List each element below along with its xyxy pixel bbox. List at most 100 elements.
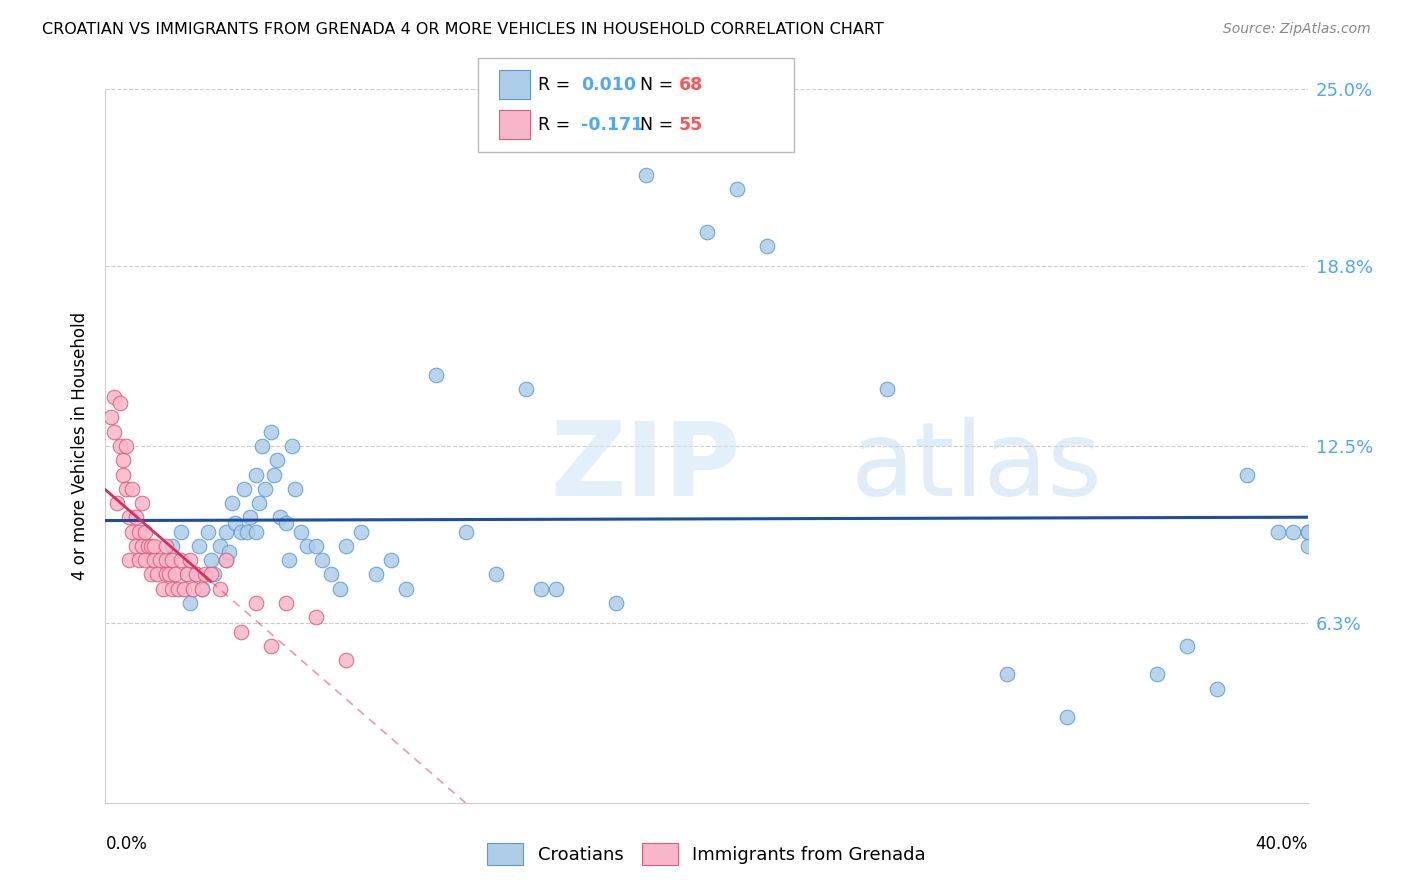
- Point: [245, 524, 267, 539]
- Point: [115, 439, 138, 453]
- Point: [232, 482, 254, 496]
- Point: [221, 496, 243, 510]
- Point: [245, 596, 267, 610]
- Point: [115, 482, 138, 496]
- Point: [121, 482, 143, 496]
- Point: [131, 539, 153, 553]
- Text: 0.010: 0.010: [581, 77, 636, 95]
- Text: 0.0%: 0.0%: [105, 835, 148, 853]
- Point: [295, 539, 318, 553]
- Text: -0.171: -0.171: [581, 116, 643, 134]
- Point: [200, 567, 222, 582]
- Point: [107, 496, 129, 510]
- Point: [1296, 524, 1319, 539]
- Point: [136, 539, 159, 553]
- Point: [725, 182, 748, 196]
- Point: [515, 382, 537, 396]
- Point: [277, 553, 299, 567]
- Point: [1296, 524, 1319, 539]
- Point: [100, 410, 122, 425]
- Point: [546, 582, 568, 596]
- Point: [155, 539, 177, 553]
- Point: [1281, 524, 1303, 539]
- Point: [128, 553, 150, 567]
- Point: [190, 582, 212, 596]
- Point: [184, 567, 207, 582]
- Point: [364, 567, 387, 582]
- Point: [103, 391, 125, 405]
- Point: [124, 539, 146, 553]
- Point: [305, 610, 328, 624]
- Point: [1296, 539, 1319, 553]
- Point: [142, 553, 165, 567]
- Point: [1236, 467, 1258, 482]
- Point: [1206, 681, 1229, 696]
- Point: [200, 553, 222, 567]
- Point: [179, 596, 201, 610]
- Point: [636, 168, 658, 182]
- Point: [214, 553, 236, 567]
- Point: [173, 582, 195, 596]
- Text: N =: N =: [640, 116, 679, 134]
- Point: [202, 567, 225, 582]
- Point: [169, 553, 191, 567]
- Point: [131, 496, 153, 510]
- Point: [235, 524, 257, 539]
- Point: [395, 582, 418, 596]
- Point: [163, 567, 186, 582]
- Point: [194, 567, 217, 582]
- Point: [1175, 639, 1198, 653]
- Point: [148, 553, 170, 567]
- Point: [139, 539, 162, 553]
- Point: [155, 567, 177, 582]
- Point: [190, 582, 212, 596]
- Point: [157, 567, 180, 582]
- Point: [124, 510, 146, 524]
- Point: [134, 553, 156, 567]
- Text: ZIP: ZIP: [550, 417, 741, 518]
- Point: [128, 524, 150, 539]
- Point: [290, 524, 312, 539]
- Point: [142, 539, 165, 553]
- Text: N =: N =: [640, 77, 679, 95]
- Point: [1056, 710, 1078, 724]
- Point: [139, 567, 162, 582]
- Point: [305, 539, 328, 553]
- Point: [176, 567, 198, 582]
- Point: [274, 596, 297, 610]
- Point: [218, 544, 240, 558]
- Point: [260, 639, 283, 653]
- Point: [311, 553, 333, 567]
- Point: [281, 439, 304, 453]
- Point: [155, 553, 177, 567]
- Point: [250, 439, 273, 453]
- Point: [1267, 524, 1289, 539]
- Point: [187, 539, 209, 553]
- Legend: Croatians, Immigrants from Grenada: Croatians, Immigrants from Grenada: [479, 836, 934, 872]
- Point: [160, 582, 183, 596]
- Point: [274, 516, 297, 530]
- Point: [329, 582, 352, 596]
- Point: [260, 425, 283, 439]
- Point: [160, 553, 183, 567]
- Point: [118, 553, 141, 567]
- Point: [134, 524, 156, 539]
- Point: [112, 453, 135, 467]
- Point: [263, 467, 285, 482]
- Point: [152, 582, 174, 596]
- Point: [696, 225, 718, 239]
- Point: [605, 596, 627, 610]
- Point: [181, 582, 204, 596]
- Point: [208, 582, 231, 596]
- Point: [266, 453, 288, 467]
- Point: [179, 553, 201, 567]
- Point: [121, 524, 143, 539]
- Point: [166, 582, 188, 596]
- Point: [176, 567, 198, 582]
- Point: [112, 467, 135, 482]
- Point: [425, 368, 447, 382]
- Point: [876, 382, 898, 396]
- Point: [103, 425, 125, 439]
- Point: [145, 567, 167, 582]
- Point: [155, 553, 177, 567]
